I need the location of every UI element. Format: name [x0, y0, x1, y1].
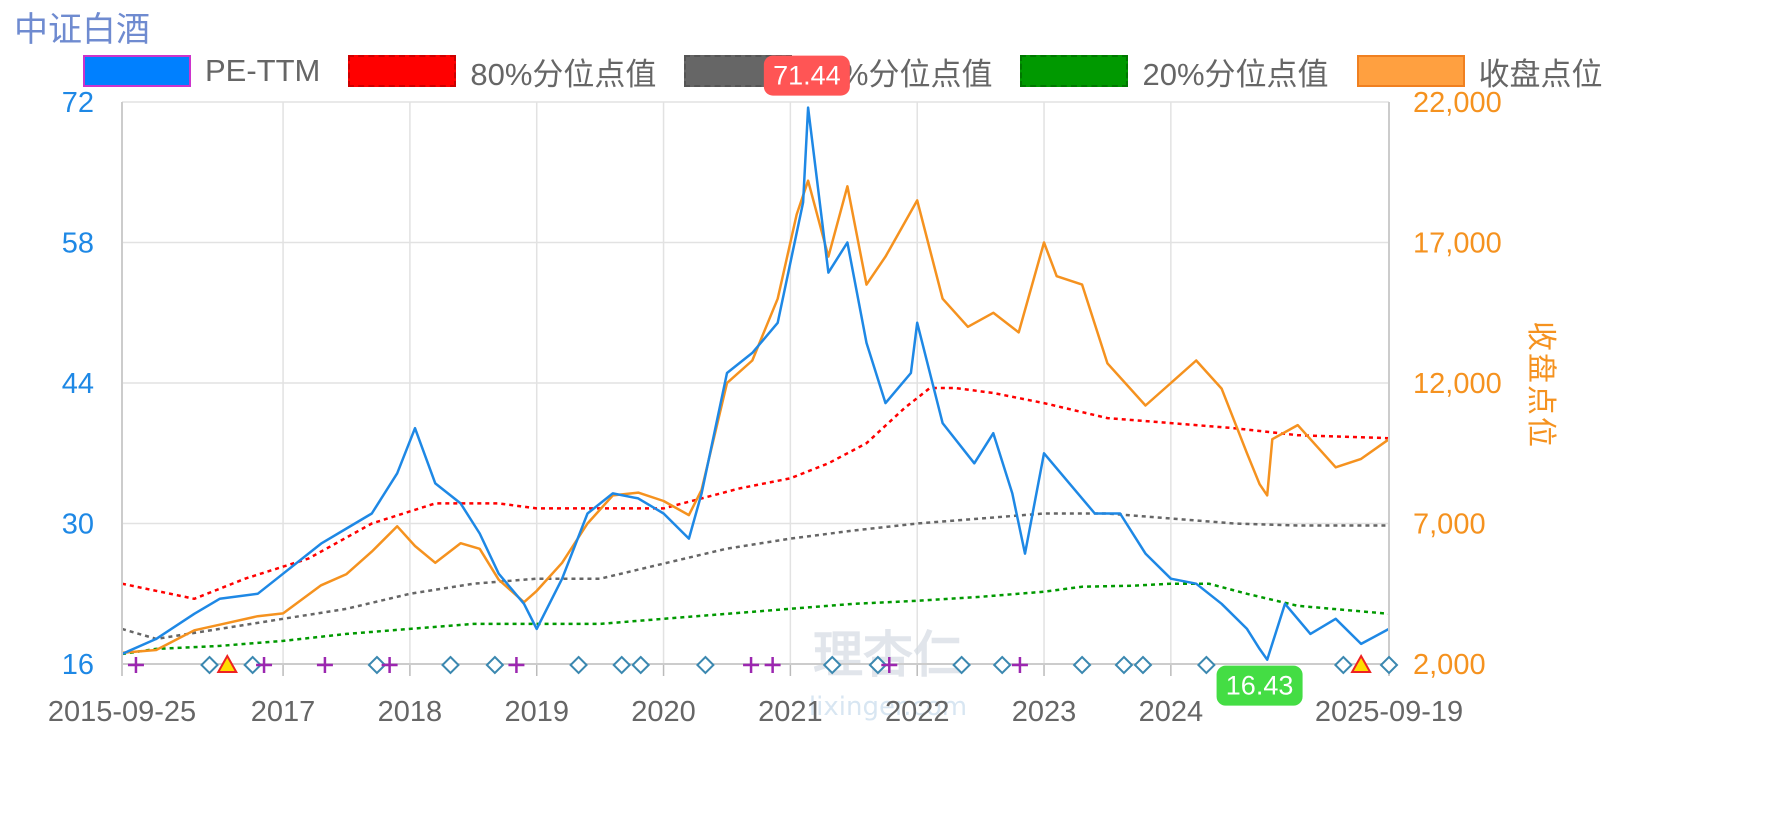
triangle-marker	[1350, 653, 1372, 673]
diamond-marker	[868, 655, 888, 675]
annotation-value: 16.43	[1226, 671, 1294, 701]
y-right-tick-label: 17,000	[1413, 228, 1502, 260]
close-index-line	[121, 179, 1390, 655]
x-tick-label: 2022	[885, 696, 950, 728]
legend-item-pe-ttm[interactable]: PE-TTM	[83, 53, 320, 89]
min-annotation: 16.43	[1216, 665, 1303, 706]
diamond-marker	[952, 655, 972, 675]
x-tick-label: 2019	[504, 696, 569, 728]
percentile-80-line	[121, 386, 1390, 601]
legend-item-close-index[interactable]: 收盘点位	[1356, 49, 1603, 94]
x-tick-label: 2023	[1012, 696, 1077, 728]
diamond-marker	[612, 655, 632, 675]
legend-label: PE-TTM	[205, 53, 321, 88]
y-right-tick-label: 12,000	[1413, 368, 1502, 400]
y-right-axis-title: 收盘点位	[1524, 321, 1557, 449]
diamond-marker	[1379, 655, 1399, 675]
diamond-marker	[1072, 655, 1092, 675]
pe-ttm-line	[121, 106, 1390, 661]
percentile-20-line	[121, 582, 1390, 656]
legend-swatch-pe-ttm	[83, 55, 191, 87]
annotation-badge	[1216, 665, 1303, 706]
plus-marker	[881, 657, 898, 673]
annotation-badge	[763, 55, 850, 96]
x-tick-label: 2018	[378, 696, 443, 728]
plus-marker	[1011, 657, 1028, 673]
diamond-marker	[1196, 655, 1216, 675]
diamond-marker	[1114, 655, 1134, 675]
axes: 16 30 44 58 72 2,000 7,000 12,000 17,000 22,000 20…	[48, 87, 1557, 728]
diamond-marker	[695, 655, 715, 675]
y-left-tick-label: 72	[62, 87, 94, 119]
diamond-marker	[822, 655, 842, 675]
legend-label: 收盘点位	[1478, 56, 1603, 92]
grid-lines	[121, 101, 1390, 665]
diamond-marker	[631, 655, 651, 675]
plus-marker	[127, 657, 144, 673]
y-left-tick-label: 58	[62, 228, 94, 260]
diamond-marker	[1133, 655, 1153, 675]
legend-swatch-80-percentile	[348, 55, 457, 87]
legend-swatch-20-percentile	[1020, 55, 1129, 87]
y-right-tick-label: 7,000	[1413, 509, 1486, 541]
x-tick-label: 2015-09-25	[48, 696, 196, 728]
series-lines	[121, 106, 1390, 661]
y-left-tick-label: 30	[62, 509, 94, 541]
diamond-marker	[367, 655, 387, 675]
plus-marker	[743, 657, 760, 673]
annotation-value: 71.44	[773, 61, 841, 91]
y-left-tick-label: 44	[62, 368, 94, 400]
plus-marker	[764, 657, 781, 673]
diamond-marker	[441, 655, 460, 675]
extreme-annotations: 71.44 16.43	[763, 55, 1303, 706]
y-left-tick-label: 16	[62, 649, 94, 681]
diamond-marker	[569, 655, 588, 675]
legend-swatch-close-index	[1356, 55, 1465, 87]
y-right-tick-label: 22,000	[1413, 87, 1502, 119]
event-markers	[127, 653, 1399, 675]
legend-item-80-percentile[interactable]: 80%分位点值	[348, 49, 656, 94]
x-tick-label: 2020	[631, 696, 696, 728]
plus-marker	[381, 657, 398, 673]
diamond-marker	[1333, 655, 1353, 675]
x-tick-label: 2025-09-19	[1315, 696, 1463, 728]
watermark-logo-text: 理杏仁	[813, 625, 963, 684]
diamond-marker	[992, 655, 1012, 675]
legend-label: 20%分位点值	[1142, 56, 1329, 92]
chart-title: 中证白酒	[14, 11, 150, 49]
max-annotation: 71.44	[763, 55, 850, 96]
legend-label: 80%分位点值	[470, 56, 657, 92]
diamond-marker	[243, 655, 263, 675]
legend-item-20-percentile[interactable]: 20%分位点值	[1020, 49, 1329, 94]
diamond-marker	[200, 655, 219, 675]
x-tick-label: 2024	[1139, 696, 1204, 728]
plus-marker	[316, 657, 333, 673]
x-tick-label: 2021	[758, 696, 823, 728]
watermark: 理杏仁 lixinger.com	[809, 625, 967, 722]
watermark-url-text: lixinger.com	[809, 692, 967, 722]
plus-marker	[508, 657, 525, 673]
x-tick-label: 2017	[251, 696, 316, 728]
y-right-tick-label: 2,000	[1413, 649, 1486, 681]
diamond-marker	[485, 655, 505, 675]
percentile-50-line	[121, 512, 1389, 641]
plus-marker	[256, 657, 273, 673]
triangle-marker	[216, 653, 238, 673]
